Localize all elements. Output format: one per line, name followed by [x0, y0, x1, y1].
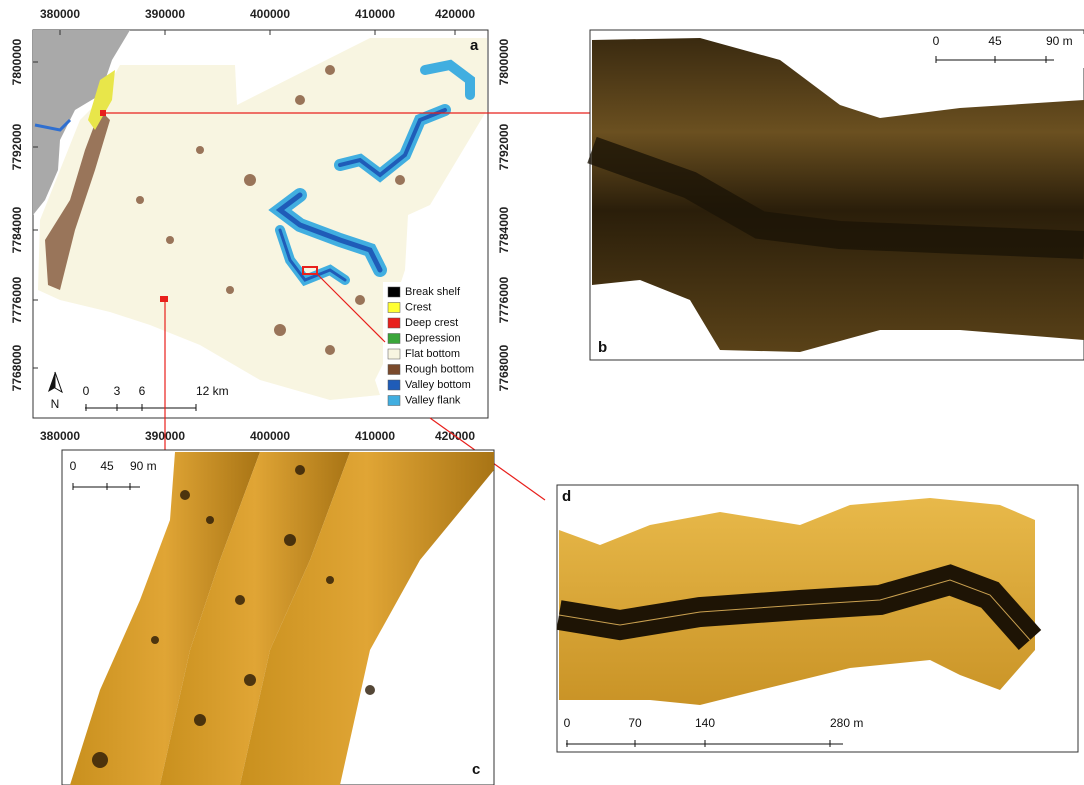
x-tick-label-bottom: 380000 — [40, 429, 80, 443]
scale-label: 90 m — [130, 459, 157, 473]
legend-swatch — [388, 380, 400, 390]
x-tick-label-bottom: 410000 — [355, 429, 395, 443]
y-tick-label-right: 7776000 — [497, 276, 511, 323]
scale-label: 90 m — [1046, 34, 1073, 48]
scale-label: 45 — [988, 34, 1002, 48]
y-tick-label-right: 7784000 — [497, 206, 511, 253]
y-tick-label-right: 7800000 — [497, 38, 511, 85]
panel-label: b — [598, 339, 607, 356]
sonar-panel-c: c 0 45 90 m — [62, 450, 494, 785]
legend-label: Rough bottom — [405, 363, 474, 375]
legend-label: Deep crest — [405, 317, 458, 329]
y-tick-label-left: 7800000 — [10, 38, 24, 85]
panel-label: d — [562, 488, 571, 505]
sonar-panel-b: b 0 45 90 m — [590, 30, 1084, 360]
legend-label: Depression — [405, 332, 461, 344]
scale-label: 0 — [83, 384, 90, 398]
x-tick-label-top: 390000 — [145, 7, 185, 21]
legend-swatch — [388, 303, 400, 313]
x-tick-label-top: 410000 — [355, 7, 395, 21]
map-panel: a Break shelf Crest Deep crest Depression Fl… — [33, 30, 488, 418]
legend-swatch — [388, 365, 400, 375]
y-tick-label-left: 7784000 — [10, 206, 24, 253]
y-tick-label-left: 7776000 — [10, 276, 24, 323]
y-tick-label-left: 7768000 — [10, 344, 24, 391]
legend-label: Valley flank — [405, 394, 461, 406]
scale-label: 3 — [114, 384, 121, 398]
legend-swatch — [388, 318, 400, 328]
y-tick-label-left: 7792000 — [10, 123, 24, 170]
scale-label: 140 — [695, 716, 715, 730]
north-label: N — [51, 397, 60, 411]
scale-label: 12 km — [196, 384, 229, 398]
legend-label: Valley bottom — [405, 379, 471, 391]
x-tick-label-bottom: 400000 — [250, 429, 290, 443]
legend-swatch — [388, 349, 400, 359]
legend-label: Crest — [405, 301, 431, 313]
legend: Break shelf Crest Deep crest Depression Flat… — [383, 282, 485, 414]
x-tick-label-top: 380000 — [40, 7, 80, 21]
scale-label: 70 — [628, 716, 642, 730]
y-tick-label-right: 7792000 — [497, 123, 511, 170]
figure: a Break shelf Crest Deep crest Depression Fl… — [0, 0, 1084, 785]
legend-label: Break shelf — [405, 286, 461, 298]
scale-label: 0 — [933, 34, 940, 48]
page: a Break shelf Crest Deep crest Depression Fl… — [0, 0, 1084, 785]
scale-label: 45 — [100, 459, 114, 473]
x-tick-label-top: 420000 — [435, 7, 475, 21]
site-c-marker — [160, 296, 168, 302]
site-b-marker — [100, 110, 106, 116]
x-tick-label-top: 400000 — [250, 7, 290, 21]
scale-label: 0 — [70, 459, 77, 473]
scale-label: 0 — [564, 716, 571, 730]
legend-swatch — [388, 334, 400, 344]
scale-label: 6 — [139, 384, 146, 398]
legend-label: Flat bottom — [405, 348, 460, 360]
sonar-panel-d: d 0 70 140 280 m — [557, 485, 1078, 752]
panel-label: c — [472, 761, 480, 778]
panel-label: a — [470, 37, 479, 54]
y-tick-label-right: 7768000 — [497, 344, 511, 391]
legend-swatch — [388, 396, 400, 406]
scale-label: 280 m — [830, 716, 863, 730]
legend-swatch — [388, 287, 400, 297]
